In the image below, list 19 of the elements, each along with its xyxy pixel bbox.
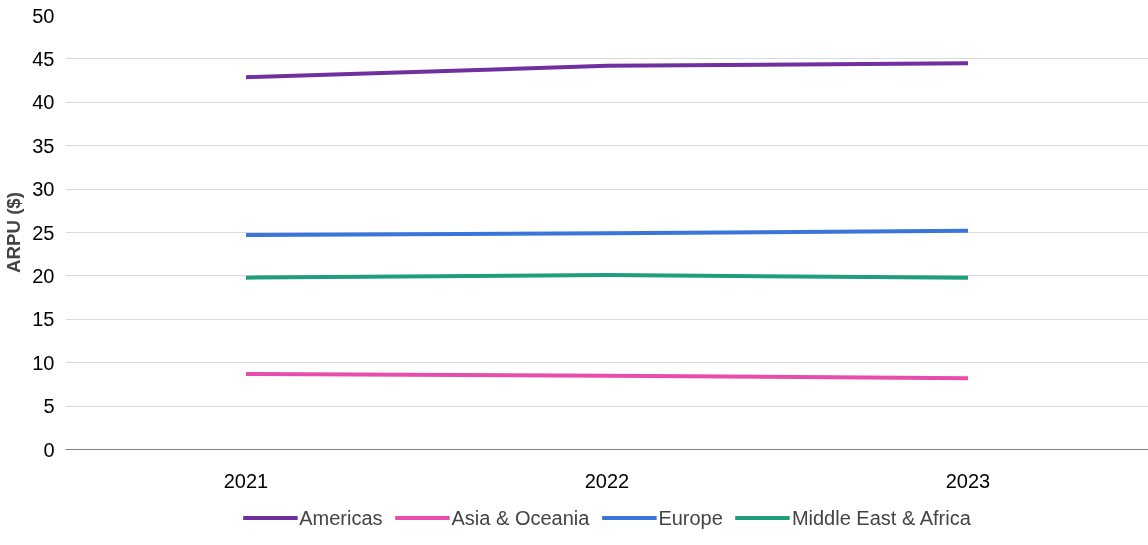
y-tick-label: 35 <box>32 134 55 157</box>
x-tick-label: 2023 <box>945 469 991 492</box>
legend-label: Middle East & Africa <box>791 506 971 529</box>
y-tick-label: 25 <box>32 221 55 244</box>
legend-label: Asia & Oceania <box>451 506 590 529</box>
y-tick-label: 45 <box>32 47 55 70</box>
y-tick-label: 10 <box>32 351 55 374</box>
y-axis-title: ARPU ($) <box>3 192 25 273</box>
x-tick-label: 2022 <box>584 469 630 492</box>
y-tick-label: 15 <box>32 308 55 331</box>
y-tick-label: 50 <box>32 4 55 27</box>
y-tick-label: 5 <box>43 395 55 418</box>
legend-label: Americas <box>299 506 383 529</box>
legend-label: Europe <box>658 506 723 529</box>
y-tick-label: 0 <box>43 438 55 461</box>
y-tick-label: 40 <box>32 91 55 114</box>
y-tick-label: 20 <box>32 264 55 287</box>
y-tick-label: 30 <box>32 178 55 201</box>
x-tick-label: 2021 <box>223 469 269 492</box>
